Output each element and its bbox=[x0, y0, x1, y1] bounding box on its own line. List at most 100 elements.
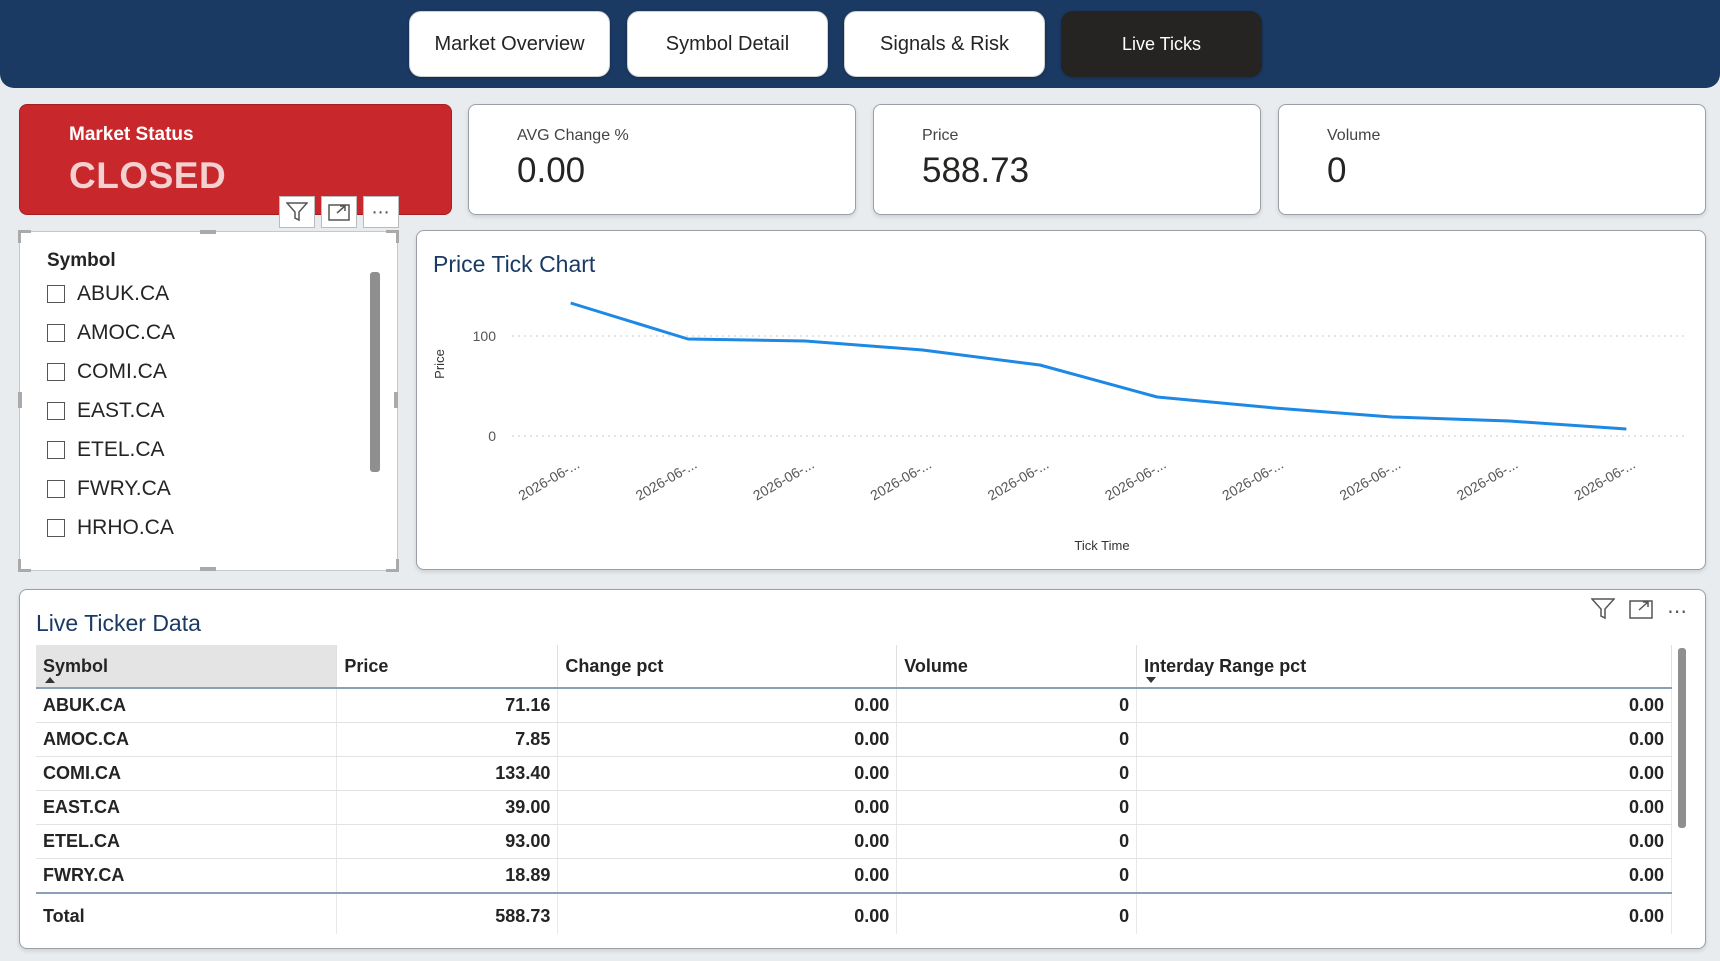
column-header-label: Volume bbox=[904, 655, 968, 676]
slicer-title: Symbol bbox=[47, 250, 116, 271]
top-nav-bar: Market Overview Symbol Detail Signals & … bbox=[0, 0, 1720, 88]
slicer-item[interactable]: EAST.CA bbox=[47, 396, 165, 426]
cell-symbol: AMOC.CA bbox=[36, 722, 338, 757]
column-header-volume[interactable]: Volume bbox=[896, 645, 1138, 689]
slicer-item[interactable]: COMI.CA bbox=[47, 357, 167, 387]
table-row[interactable]: AMOC.CA 7.85 0.00 0 0.00 bbox=[36, 722, 1672, 757]
cell-interday-range: 0.00 bbox=[1136, 858, 1672, 894]
slicer-item[interactable]: AMOC.CA bbox=[47, 318, 175, 348]
kpi-card-price: Price 588.73 bbox=[873, 104, 1261, 215]
kpi-value: 588.73 bbox=[922, 151, 1030, 190]
sort-ascending-icon bbox=[45, 677, 55, 683]
kpi-card-volume: Volume 0 bbox=[1278, 104, 1706, 215]
cell-symbol: ABUK.CA bbox=[36, 688, 338, 723]
resize-handle[interactable] bbox=[394, 392, 398, 408]
cell-volume: 0 bbox=[896, 790, 1138, 825]
more-options-icon[interactable]: ⋯ bbox=[1667, 601, 1687, 623]
kpi-label: Price bbox=[922, 127, 959, 144]
x-tick-label: 2026-06-... bbox=[633, 456, 700, 504]
resize-handle[interactable] bbox=[200, 567, 216, 571]
column-header-change-pct[interactable]: Change pct bbox=[557, 645, 898, 689]
checkbox[interactable] bbox=[47, 363, 65, 381]
column-header-price[interactable]: Price bbox=[336, 645, 559, 689]
symbol-slicer: Symbol ABUK.CA AMOC.CA COMI.CA EAST.CA E… bbox=[18, 230, 399, 572]
table-row[interactable]: COMI.CA 133.40 0.00 0 0.00 bbox=[36, 756, 1672, 791]
checkbox[interactable] bbox=[47, 402, 65, 420]
checkbox[interactable] bbox=[47, 285, 65, 303]
focus-mode-icon[interactable] bbox=[1629, 598, 1653, 625]
market-status-value: CLOSED bbox=[69, 155, 227, 196]
sort-descending-icon bbox=[1146, 677, 1157, 683]
column-header-label: Price bbox=[344, 655, 389, 676]
x-tick-label: 2026-06-... bbox=[985, 456, 1052, 504]
x-tick-label: 2026-06-... bbox=[1337, 456, 1404, 504]
price-series-line bbox=[570, 301, 1627, 431]
table-row[interactable]: EAST.CA 39.00 0.00 0 0.00 bbox=[36, 790, 1672, 825]
tab-symbol-detail[interactable]: Symbol Detail bbox=[627, 11, 828, 77]
slicer-scrollbar[interactable] bbox=[370, 272, 380, 472]
cell-symbol: EAST.CA bbox=[36, 790, 338, 825]
price-tick-chart[interactable]: Price Tick Chart 0 100 2026-06-... 2026-06… bbox=[416, 230, 1706, 570]
cell-change-pct: 0.00 bbox=[557, 722, 898, 757]
resize-handle[interactable] bbox=[18, 392, 22, 408]
cell-volume: 0 bbox=[896, 688, 1138, 723]
y-tick-label: 0 bbox=[488, 428, 496, 444]
live-ticker-table-card: Live Ticker Data ⋯ Symbol Price Change p… bbox=[19, 589, 1706, 949]
table-scrollbar[interactable] bbox=[1678, 648, 1686, 828]
more-options-icon[interactable]: ⋯ bbox=[363, 196, 399, 228]
slicer-item-label: ETEL.CA bbox=[77, 438, 165, 461]
slicer-item[interactable]: FWRY.CA bbox=[47, 474, 171, 504]
tab-signals-risk[interactable]: Signals & Risk bbox=[844, 11, 1045, 77]
kpi-value: 0 bbox=[1327, 151, 1347, 190]
cell-price: 18.89 bbox=[336, 858, 559, 894]
table-total-row: Total 588.73 0.00 0 0.00 bbox=[36, 892, 1672, 934]
resize-corner[interactable] bbox=[386, 230, 399, 243]
kpi-value: 0.00 bbox=[517, 151, 586, 190]
x-tick-label: 2026-06-... bbox=[1219, 456, 1286, 504]
slicer-item[interactable]: ABUK.CA bbox=[47, 279, 169, 309]
slicer-item[interactable]: HRHO.CA bbox=[47, 513, 174, 543]
cell-interday-range: 0.00 bbox=[1136, 722, 1672, 757]
slicer-item[interactable]: ETEL.CA bbox=[47, 435, 165, 465]
checkbox[interactable] bbox=[47, 519, 65, 537]
y-tick-labels: 0 100 bbox=[473, 328, 497, 444]
table-row[interactable]: ABUK.CA 71.16 0.00 0 0.00 bbox=[36, 688, 1672, 723]
column-header-interday-range[interactable]: Interday Range pct bbox=[1136, 645, 1672, 689]
cell-price: 7.85 bbox=[336, 722, 559, 757]
cell-price: 39.00 bbox=[336, 790, 559, 825]
cell-volume: 0 bbox=[896, 756, 1138, 791]
chart-title: Price Tick Chart bbox=[433, 251, 596, 277]
filter-icon[interactable] bbox=[1590, 598, 1616, 625]
checkbox[interactable] bbox=[47, 480, 65, 498]
table-row[interactable]: ETEL.CA 93.00 0.00 0 0.00 bbox=[36, 824, 1672, 859]
slicer-item-label: EAST.CA bbox=[77, 399, 165, 422]
checkbox[interactable] bbox=[47, 324, 65, 342]
focus-mode-icon[interactable] bbox=[321, 196, 357, 228]
cell-interday-range: 0.00 bbox=[1136, 790, 1672, 825]
table-title: Live Ticker Data bbox=[36, 610, 201, 636]
checkbox[interactable] bbox=[47, 441, 65, 459]
table-row[interactable]: FWRY.CA 18.89 0.00 0 0.00 bbox=[36, 858, 1672, 894]
resize-corner[interactable] bbox=[18, 559, 31, 572]
filter-icon[interactable] bbox=[279, 196, 315, 228]
slicer-item-label: FWRY.CA bbox=[77, 477, 171, 500]
tab-live-ticks[interactable]: Live Ticks bbox=[1061, 11, 1262, 77]
slicer-item-label: COMI.CA bbox=[77, 360, 167, 383]
column-header-symbol[interactable]: Symbol bbox=[36, 645, 338, 689]
x-tick-label: 2026-06-... bbox=[1454, 456, 1521, 504]
tab-market-overview[interactable]: Market Overview bbox=[409, 11, 610, 77]
cell-total-interday-range: 0.00 bbox=[1136, 892, 1672, 934]
cell-price: 71.16 bbox=[336, 688, 559, 723]
slicer-visual-header: ⋯ bbox=[279, 196, 399, 228]
x-tick-labels: 2026-06-... 2026-06-... 2026-06-... 2026-06… bbox=[516, 456, 1638, 504]
cell-total-change-pct: 0.00 bbox=[557, 892, 898, 934]
resize-handle[interactable] bbox=[200, 230, 216, 234]
resize-corner[interactable] bbox=[18, 230, 31, 243]
cell-total-volume: 0 bbox=[896, 892, 1138, 934]
resize-corner[interactable] bbox=[386, 559, 399, 572]
cell-symbol: FWRY.CA bbox=[36, 858, 338, 894]
cell-interday-range: 0.00 bbox=[1136, 824, 1672, 859]
market-status-label: Market Status bbox=[69, 124, 194, 145]
x-tick-label: 2026-06-... bbox=[867, 456, 934, 504]
